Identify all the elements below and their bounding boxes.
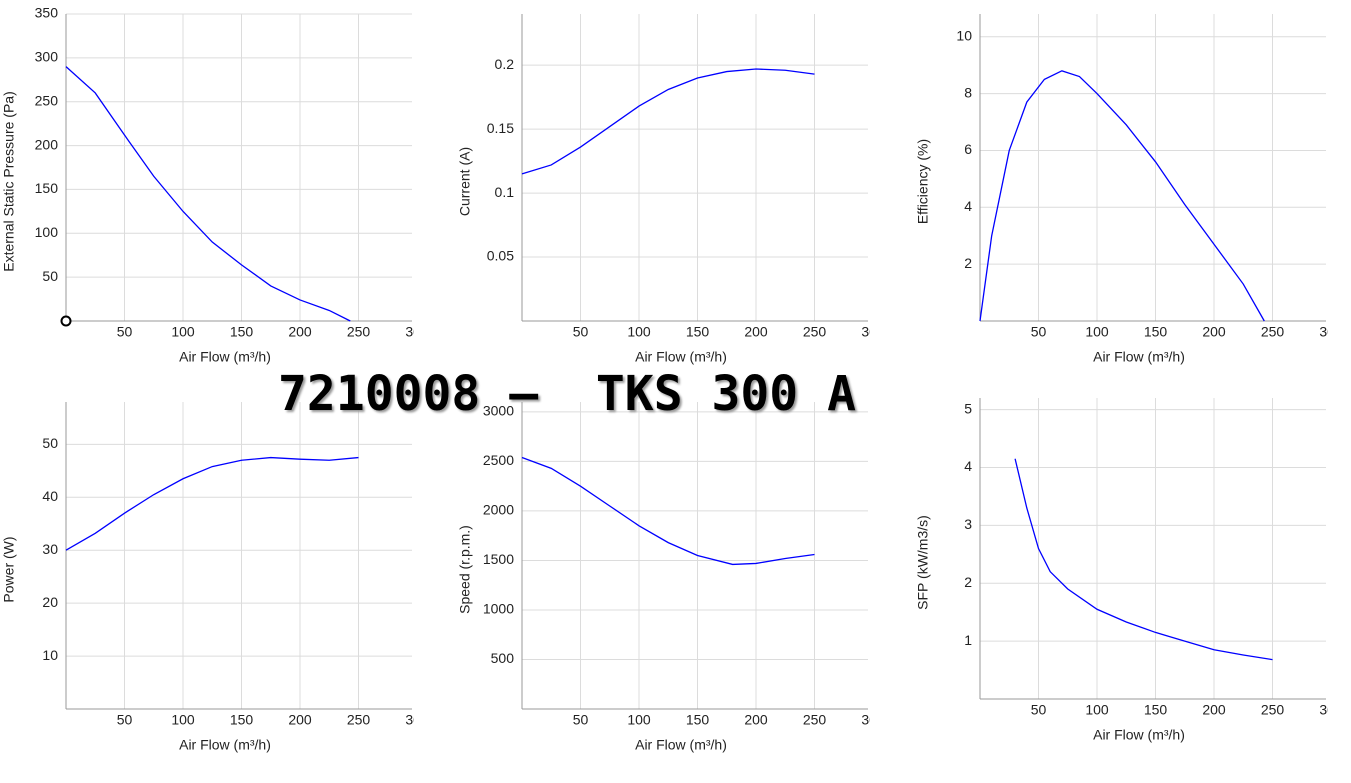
x-tick-label: 300 [861, 712, 885, 728]
x-tick-label: 200 [744, 324, 768, 340]
x-tick-label: 250 [347, 712, 371, 728]
y-tick-label: 50 [42, 268, 58, 284]
chart-panel: 10 20 30 40 50 50 100 150 200 250 300 Air Flow (m³/… [1, 402, 429, 753]
y-axis-label: SFP (kW/m3/s) [915, 515, 931, 610]
y-tick-label: 500 [491, 650, 515, 666]
y-tick-label: 1500 [483, 551, 514, 567]
y-tick-label: 40 [42, 488, 58, 504]
x-tick-label: 100 [171, 712, 195, 728]
y-tick-label: 8 [964, 84, 972, 100]
y-tick-label: 100 [35, 224, 59, 240]
x-tick-label: 300 [405, 712, 429, 728]
x-tick-label: 100 [171, 324, 195, 340]
y-tick-label: 10 [956, 27, 972, 43]
y-tick-label: 6 [964, 141, 972, 157]
x-tick-label: 100 [627, 324, 651, 340]
y-tick-label: 2 [964, 574, 972, 590]
data-line [521, 68, 815, 175]
x-axis-label: Air Flow (m³/h) [635, 349, 727, 365]
x-tick-label: 50 [573, 324, 589, 340]
y-tick-label: 3 [964, 516, 972, 532]
x-tick-label: 150 [686, 712, 710, 728]
y-tick-label: 4 [964, 458, 972, 474]
x-tick-label: 250 [1261, 702, 1285, 718]
y-tick-label: 2 [964, 255, 972, 271]
x-tick-label: 50 [1031, 702, 1047, 718]
y-tick-label: 4 [964, 198, 972, 214]
x-axis-label: Air Flow (m³/h) [179, 349, 271, 365]
x-tick-label: 200 [744, 712, 768, 728]
y-axis-label: Efficiency (%) [915, 139, 931, 224]
x-tick-label: 100 [1085, 702, 1109, 718]
y-tick-label: 150 [35, 180, 59, 196]
x-tick-label: 100 [1085, 324, 1109, 340]
chart-panel: 500 1000 1500 2000 2500 3000 50 100 150 200 250 300… [457, 402, 885, 753]
x-tick-label: 300 [861, 324, 885, 340]
y-tick-label: 350 [35, 5, 59, 21]
x-axis-label: Air Flow (m³/h) [179, 737, 271, 753]
y-tick-label: 1 [964, 632, 972, 648]
y-tick-label: 0.1 [495, 184, 515, 200]
y-tick-label: 2000 [483, 502, 514, 518]
x-tick-label: 200 [1202, 702, 1226, 718]
x-tick-label: 200 [1202, 324, 1226, 340]
y-tick-label: 50 [42, 435, 58, 451]
y-tick-label: 0.2 [495, 56, 515, 72]
data-line [65, 456, 359, 551]
x-tick-label: 150 [1144, 324, 1168, 340]
y-tick-label: 200 [35, 136, 59, 152]
y-tick-label: 300 [35, 49, 59, 65]
chart-panel: 0.05 0.1 0.15 0.2 50 100 150 200 250 300 Air Flow … [457, 14, 885, 365]
x-tick-label: 150 [230, 324, 254, 340]
x-tick-label: 150 [686, 324, 710, 340]
x-tick-label: 300 [1319, 324, 1343, 340]
chart-panel: 2 4 6 8 10 50 100 150 200 250 300 Air Flow (m³/h) Ef… [915, 14, 1343, 365]
y-axis-label: External Static Pressure (Pa) [1, 91, 17, 272]
y-tick-label: 3000 [483, 403, 514, 419]
data-line [1014, 458, 1273, 661]
y-tick-label: 0.15 [487, 120, 514, 136]
chart-panel: 1 2 3 4 5 50 100 150 200 250 300 Air Flow (m³/h) SFP… [915, 398, 1343, 743]
x-tick-label: 200 [288, 712, 312, 728]
x-axis-label: Air Flow (m³/h) [1093, 727, 1185, 743]
y-tick-label: 2500 [483, 452, 514, 468]
x-tick-label: 250 [347, 324, 371, 340]
x-axis-label: Air Flow (m³/h) [635, 737, 727, 753]
data-line [65, 66, 351, 322]
point-marker [60, 315, 72, 327]
data-line [521, 456, 815, 566]
y-tick-label: 20 [42, 594, 58, 610]
x-tick-label: 300 [1319, 702, 1343, 718]
y-tick-label: 30 [42, 541, 58, 557]
y-tick-label: 10 [42, 647, 58, 663]
y-axis-label: Power (W) [1, 536, 17, 602]
x-tick-label: 50 [117, 712, 133, 728]
x-tick-label: 250 [1261, 324, 1285, 340]
y-tick-label: 5 [964, 400, 972, 416]
y-axis-label: Speed (r.p.m.) [457, 525, 473, 614]
x-tick-label: 150 [230, 712, 254, 728]
x-tick-label: 150 [1144, 702, 1168, 718]
y-tick-label: 0.05 [487, 248, 514, 264]
chart-panel: 50 100 150 200 250 300 350 50 100 150 200 250 300 Air… [1, 5, 429, 365]
x-tick-label: 100 [627, 712, 651, 728]
data-line [979, 70, 1265, 322]
x-tick-label: 250 [803, 324, 827, 340]
x-tick-label: 50 [117, 324, 133, 340]
x-tick-label: 250 [803, 712, 827, 728]
x-tick-label: 50 [1031, 324, 1047, 340]
x-tick-label: 200 [288, 324, 312, 340]
y-axis-label: Current (A) [457, 147, 473, 216]
y-tick-label: 1000 [483, 601, 514, 617]
x-tick-label: 300 [405, 324, 429, 340]
y-tick-label: 250 [35, 92, 59, 108]
x-axis-label: Air Flow (m³/h) [1093, 349, 1185, 365]
x-tick-label: 50 [573, 712, 589, 728]
